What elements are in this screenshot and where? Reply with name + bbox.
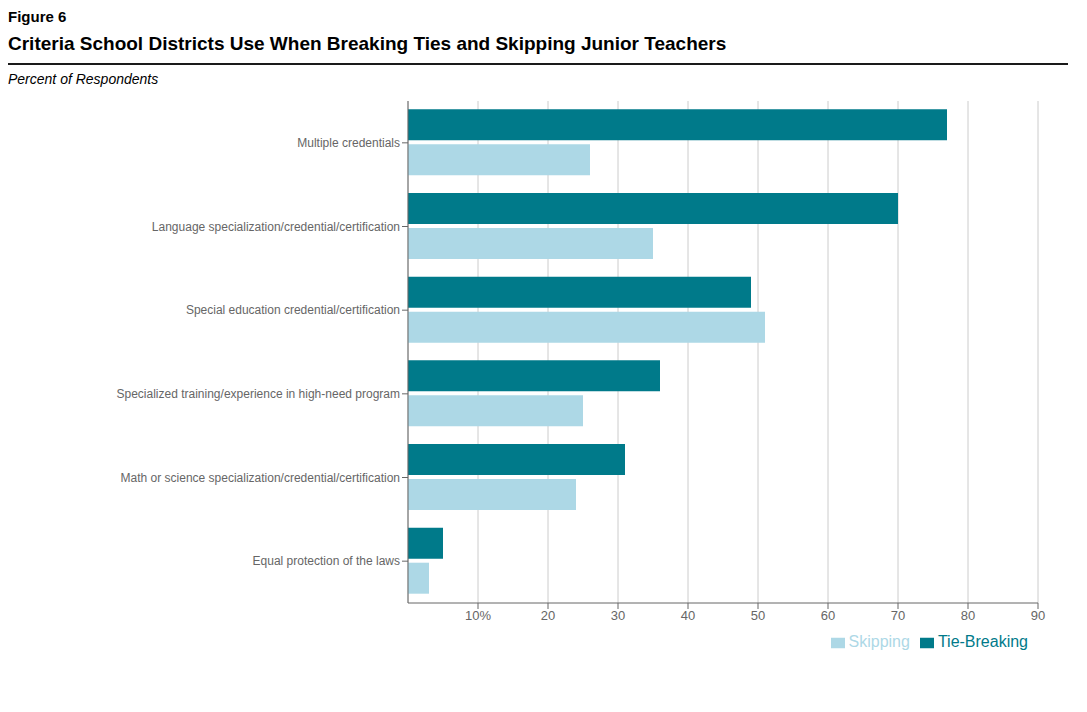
html-text:Tie-Breaking: Tie-Breaking <box>937 633 1028 650</box>
svg-text:Special education credential/c: Special education credential/certificati… <box>186 303 400 317</box>
html-text:Skipping: Skipping <box>848 633 910 650</box>
svg-text:80: 80 <box>961 608 975 623</box>
svg-text:40: 40 <box>681 608 695 623</box>
svg-text:20: 20 <box>541 608 555 623</box>
html-text:Figure 6: Figure 6 <box>8 8 67 25</box>
svg-text:30: 30 <box>611 608 625 623</box>
svg-text:10%: 10% <box>465 608 491 623</box>
svg-text:Language specialization/creden: Language specialization/credential/certi… <box>152 220 400 234</box>
svg-text:90: 90 <box>1031 608 1045 623</box>
svg-text:Equal protection of the laws: Equal protection of the laws <box>253 554 400 568</box>
svg-text:Math or science specialization: Math or science specialization/credentia… <box>121 471 400 485</box>
svg-text:Specialized training/experienc: Specialized training/experience in high-… <box>116 387 400 401</box>
svg-text:70: 70 <box>891 608 905 623</box>
html-text:Criteria School Districts Use: Criteria School Districts Use When Break… <box>8 33 727 54</box>
svg-text:60: 60 <box>821 608 835 623</box>
svg-text:Multiple credentials: Multiple credentials <box>297 136 400 150</box>
svg-text:50: 50 <box>751 608 765 623</box>
html-text:Percent of Respondents: Percent of Respondents <box>8 71 159 87</box>
